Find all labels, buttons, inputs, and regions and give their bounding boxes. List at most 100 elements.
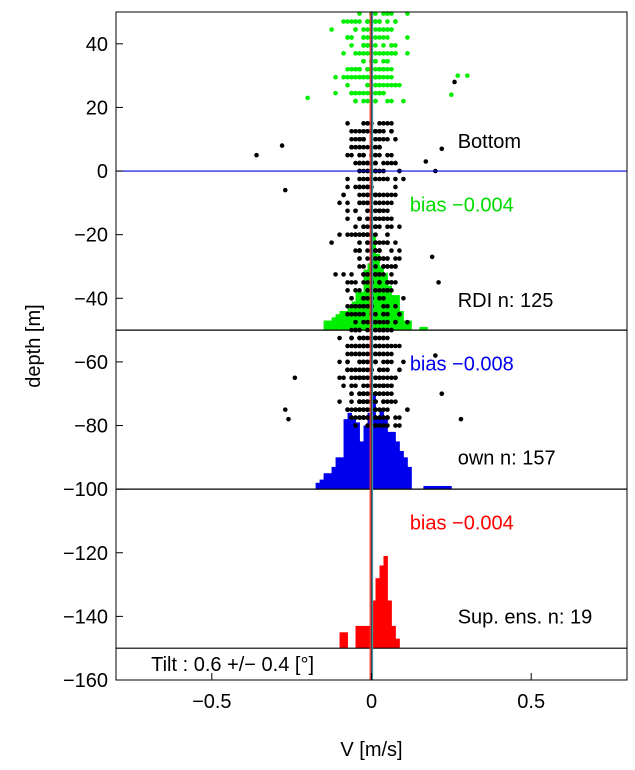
scatter-1-point	[353, 208, 358, 214]
scatter-2-point	[353, 407, 358, 412]
scatter-2-point	[385, 351, 390, 357]
scatter-0-point	[361, 59, 366, 64]
scatter-2-point	[365, 415, 370, 420]
scatter-0-point	[345, 74, 350, 80]
scatter-1-point	[254, 152, 259, 158]
scatter-2-point	[361, 343, 366, 349]
y-tick-label: −40	[74, 288, 108, 310]
scatter-1-point	[349, 280, 354, 285]
scatter-0-point	[385, 19, 390, 24]
scatter-1-point	[385, 232, 390, 237]
scatter-0-point	[381, 66, 386, 72]
scatter-2-point	[381, 399, 386, 404]
scatter-2-point	[381, 351, 386, 357]
scatter-2-point	[361, 415, 366, 420]
scatter-1-point	[393, 240, 398, 245]
scatter-1-point	[389, 264, 394, 269]
scatter-2-point	[381, 383, 386, 389]
scatter-1-point	[397, 256, 402, 261]
scatter-0-point	[357, 19, 362, 24]
histogram-2-bin-1	[343, 632, 348, 649]
scatter-1-point	[385, 216, 390, 222]
scatter-2-point	[337, 335, 342, 341]
scatter-1-point	[385, 121, 390, 126]
scatter-2-point	[389, 375, 394, 381]
scatter-1-point	[429, 254, 435, 260]
scatter-1-point	[365, 121, 370, 126]
scatter-2-point	[357, 391, 362, 397]
scatter-0-point	[357, 74, 362, 80]
scatter-2-point	[389, 383, 394, 389]
scatter-0-point	[349, 90, 354, 96]
x-tick-label: 0.5	[517, 691, 545, 713]
scatter-1-point	[345, 280, 350, 285]
histogram-0-bin-1	[327, 320, 332, 331]
histogram-1-bin-30	[447, 485, 452, 490]
scatter-1-point	[333, 272, 338, 277]
scatter-1-point	[373, 216, 378, 222]
scatter-0-point	[353, 27, 358, 32]
scatter-0-point	[349, 66, 354, 72]
scatter-1-point	[377, 176, 382, 182]
scatter-2-point	[361, 335, 366, 341]
scatter-0-point	[349, 43, 354, 48]
scatter-0-point	[389, 82, 394, 88]
y-tick-label: 0	[97, 161, 108, 183]
scatter-1-point	[377, 319, 382, 325]
scatter-1-point	[353, 160, 358, 166]
scatter-1-point	[365, 319, 370, 325]
scatter-2-point	[385, 415, 390, 420]
scatter-1-point	[361, 319, 366, 325]
scatter-1-point	[353, 136, 358, 142]
scatter-1-point	[373, 176, 378, 182]
scatter-0-point	[373, 27, 378, 32]
scatter-0-point	[381, 43, 386, 48]
scatter-1-point	[377, 288, 382, 293]
histogram-1-bin-9	[351, 419, 356, 490]
scatter-1-point	[357, 240, 362, 245]
annotation-5: bias −0.004	[410, 513, 514, 535]
scatter-2-point	[393, 423, 398, 428]
scatter-1-point	[385, 288, 390, 293]
scatter-1-point	[365, 224, 370, 230]
scatter-1-point	[357, 128, 362, 134]
annotation-7: Tilt : 0.6 +/− 0.4 [°]	[151, 654, 314, 676]
scatter-2-point	[377, 343, 382, 349]
scatter-2-point	[365, 423, 370, 428]
scatter-1-point	[357, 176, 362, 182]
scatter-1-point	[337, 232, 342, 237]
histogram-0-bin-4	[339, 311, 344, 331]
histogram-2-bin-3	[359, 625, 364, 649]
scatter-0-point	[373, 90, 378, 96]
scatter-1-point	[389, 128, 394, 134]
scatter-2-point	[365, 375, 370, 381]
scatter-1-point	[373, 288, 378, 293]
histogram-1-bin-14	[371, 393, 376, 490]
histogram-1-bin-29	[443, 485, 448, 490]
scatter-0-point	[353, 90, 358, 96]
scatter-1-point	[439, 146, 445, 152]
scatter-2-point	[353, 343, 358, 349]
scatter-2-point	[389, 391, 394, 397]
scatter-1-point	[345, 184, 350, 190]
scatter-2-point	[365, 351, 370, 357]
scatter-0-point	[353, 98, 358, 104]
scatter-0-point	[345, 82, 350, 88]
scatter-2-point	[349, 415, 354, 420]
scatter-2-point	[365, 367, 370, 373]
scatter-2-point	[373, 399, 378, 404]
scatter-1-point	[377, 216, 382, 222]
histogram-2-bin-2	[355, 625, 360, 649]
histogram-1-bin-0	[315, 482, 321, 490]
scatter-2-point	[389, 399, 394, 404]
histogram-1-bin-11	[359, 441, 364, 490]
scatter-1-point	[405, 319, 410, 325]
scatter-0-point	[385, 66, 390, 72]
scatter-1-point	[361, 232, 366, 237]
scatter-1-point	[381, 272, 386, 277]
scatter-2-point	[345, 343, 350, 349]
scatter-0-point	[377, 82, 382, 88]
scatter-1-point	[361, 224, 366, 230]
scatter-2-point	[385, 407, 390, 412]
histogram-2-bin-12	[395, 638, 400, 649]
